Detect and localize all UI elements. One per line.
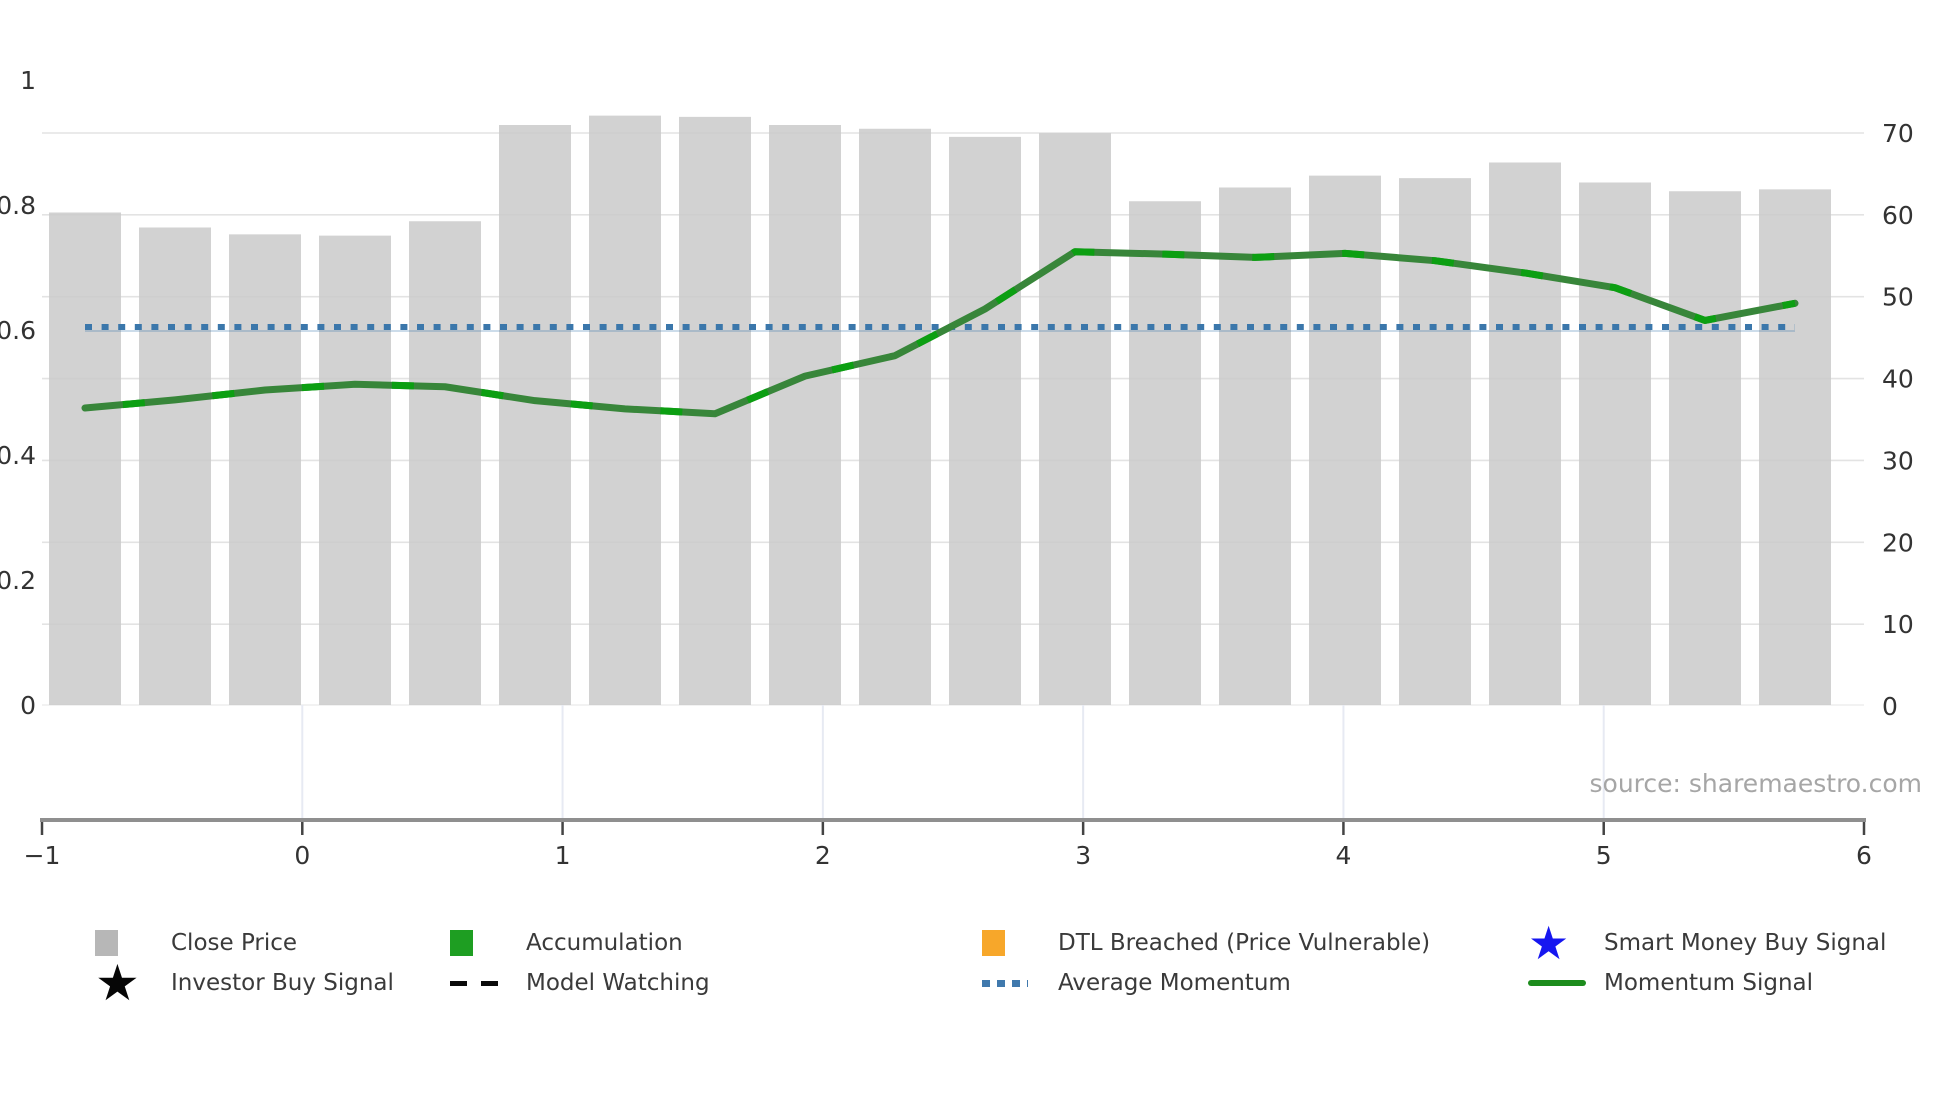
price-momentum-chart: −1 0 1 2 3 4 5 6 0 0.2 0.4 0.6 0.8 1 0 10 20 30 40 50 60 70 so… — [0, 66, 1923, 870]
legend-item-dtl-breached: DTL Breached (Price Vulnerable) — [982, 922, 1430, 964]
legend-label: Investor Buy Signal — [171, 970, 394, 996]
svg-text:3: 3 — [1075, 841, 1091, 870]
svg-text:0.8: 0.8 — [0, 191, 36, 220]
legend-item-smart-money-buy-signal: Smart Money Buy Signal — [1528, 922, 1886, 964]
svg-text:0.4: 0.4 — [0, 441, 36, 470]
legend-label: DTL Breached (Price Vulnerable) — [1058, 930, 1431, 956]
svg-text:20: 20 — [1882, 528, 1914, 557]
chart-canvas: −1 0 1 2 3 4 5 600.20.40.60.81010203040506070so… — [0, 66, 1923, 870]
svg-text:1: 1 — [20, 66, 36, 95]
average-momentum-dotted-icon — [982, 979, 1044, 987]
svg-text:1: 1 — [555, 841, 571, 870]
svg-text:10: 10 — [1882, 610, 1914, 639]
svg-text:0: 0 — [1882, 692, 1898, 721]
accumulation-swatch-icon — [450, 930, 512, 956]
svg-text:0.2: 0.2 — [0, 566, 36, 595]
svg-text:50: 50 — [1882, 283, 1914, 312]
svg-text:30: 30 — [1882, 446, 1914, 475]
blue-star-icon — [1528, 930, 1590, 956]
svg-text:5: 5 — [1596, 841, 1612, 870]
legend-item-investor-buy-signal: Investor Buy Signal — [95, 962, 394, 1004]
svg-text:6: 6 — [1856, 841, 1872, 870]
svg-text:0: 0 — [20, 691, 36, 720]
chart-legend: Close Price Accumulation DTL Breached (P… — [0, 908, 1960, 1028]
legend-label: Momentum Signal — [1604, 970, 1814, 996]
legend-label: Accumulation — [526, 930, 683, 956]
svg-text:60: 60 — [1882, 201, 1914, 230]
legend-item-average-momentum: Average Momentum — [982, 962, 1291, 1004]
close-price-swatch-icon — [95, 930, 157, 956]
legend-item-model-watching: Model Watching — [450, 962, 710, 1004]
legend-label: Model Watching — [526, 970, 710, 996]
source-attribution: source: sharemaestro.com — [1590, 769, 1923, 798]
legend-label: Close Price — [171, 930, 298, 956]
svg-text:0.6: 0.6 — [0, 316, 36, 345]
svg-text:4: 4 — [1335, 841, 1351, 870]
svg-text:40: 40 — [1882, 365, 1914, 394]
dtl-breached-swatch-icon — [982, 930, 1044, 956]
model-watching-dash-icon — [450, 980, 512, 986]
svg-text:70: 70 — [1882, 119, 1914, 148]
black-star-icon — [95, 970, 157, 996]
svg-text:−1: −1 — [24, 841, 61, 870]
legend-item-close-price: Close Price — [95, 922, 297, 964]
legend-label: Smart Money Buy Signal — [1604, 930, 1887, 956]
legend-item-momentum-signal: Momentum Signal — [1528, 962, 1813, 1004]
svg-text:2: 2 — [815, 841, 831, 870]
svg-text:0: 0 — [294, 841, 310, 870]
legend-label: Average Momentum — [1058, 970, 1291, 996]
momentum-signal-line-icon — [1528, 980, 1590, 986]
legend-item-accumulation: Accumulation — [450, 922, 683, 964]
